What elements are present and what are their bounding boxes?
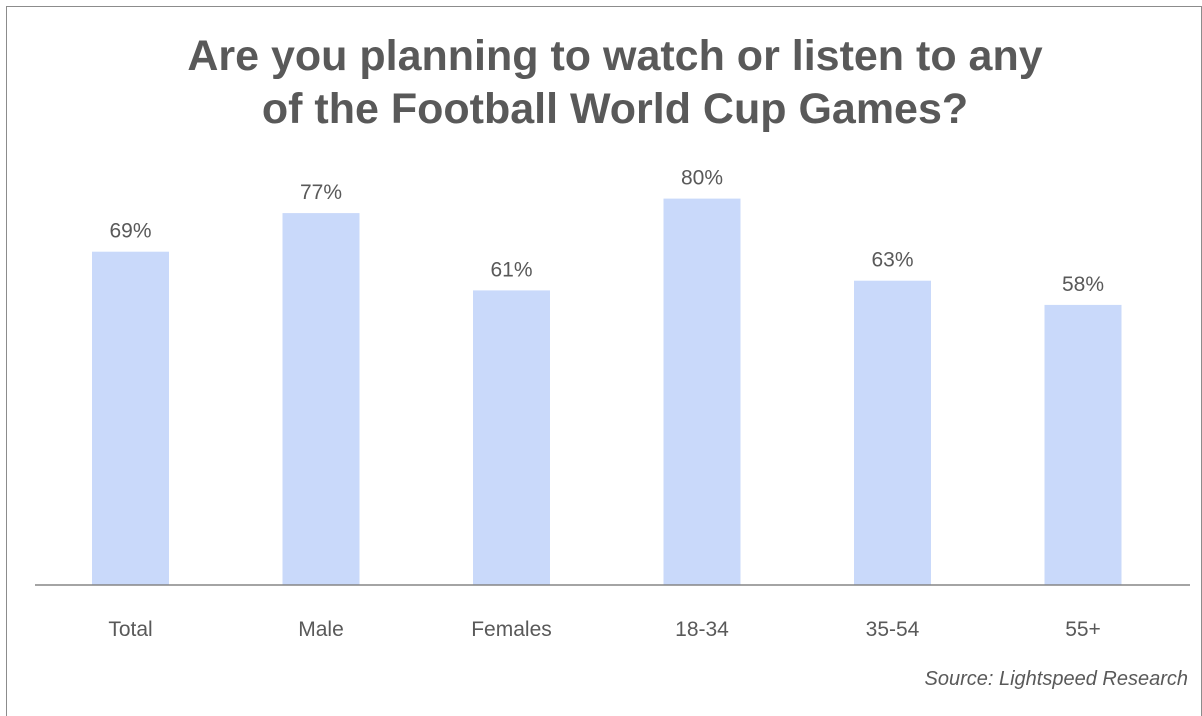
category-label: Total: [108, 618, 152, 641]
bar-55-: [1044, 304, 1122, 585]
bar-females: [473, 290, 550, 585]
category-label: Male: [298, 618, 344, 641]
bars-group: [92, 198, 1122, 585]
value-label: 69%: [109, 220, 151, 243]
value-label: 77%: [300, 181, 342, 204]
bar-18-34: [663, 198, 741, 585]
value-label: 63%: [871, 249, 913, 272]
value-label: 80%: [681, 167, 723, 190]
category-labels-group: Total Male Females 18-34 35-54 55+: [108, 618, 1100, 641]
chart-title: Are you planning to watch or listen to a…: [0, 30, 1202, 136]
value-label: 61%: [490, 258, 532, 281]
value-label: 58%: [1062, 273, 1104, 296]
category-label: 55+: [1065, 618, 1101, 641]
value-labels-group: 69% 77% 61% 80% 63% 58%: [109, 167, 1104, 296]
category-label: 18-34: [675, 618, 729, 641]
bar-total: [92, 251, 169, 585]
bar-male: [282, 213, 360, 585]
category-label: Females: [471, 618, 552, 641]
chart-title-line-1: Are you planning to watch or listen to a…: [187, 32, 1043, 80]
chart-title-line-2: of the Football World Cup Games?: [261, 85, 969, 133]
bar-35-54: [854, 280, 931, 585]
category-label: 35-54: [866, 618, 920, 641]
source-note: Source: Lightspeed Research: [924, 668, 1189, 690]
